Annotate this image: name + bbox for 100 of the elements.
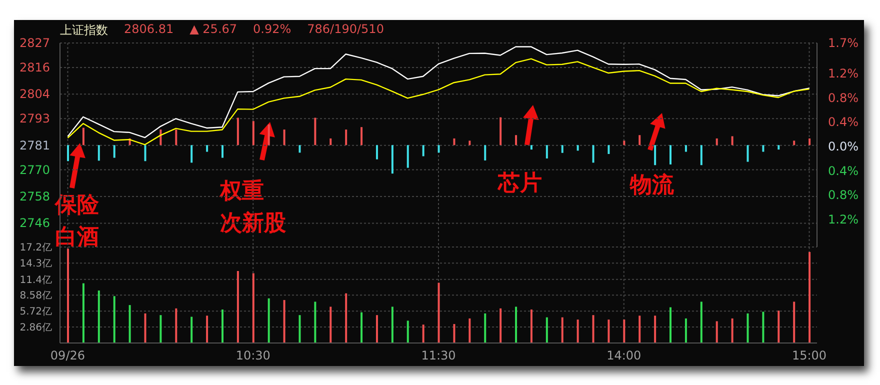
bar bbox=[453, 324, 456, 343]
bar bbox=[330, 138, 332, 146]
bar bbox=[576, 320, 579, 343]
y-tick-label: 2827 bbox=[19, 36, 50, 50]
bar bbox=[206, 145, 208, 152]
bar bbox=[778, 310, 780, 343]
bar bbox=[252, 273, 254, 343]
bar bbox=[360, 312, 363, 343]
bar bbox=[314, 302, 316, 343]
bar bbox=[391, 306, 394, 343]
bar bbox=[345, 130, 348, 146]
bar bbox=[406, 320, 409, 343]
x-tick-label: 10:30 bbox=[236, 348, 270, 363]
bar bbox=[376, 145, 378, 160]
bar bbox=[298, 145, 301, 153]
annotation: 芯片 bbox=[497, 171, 542, 196]
bar bbox=[314, 118, 316, 146]
y2-tick-label: 0.4% bbox=[828, 115, 858, 130]
bar bbox=[144, 145, 146, 162]
bar bbox=[762, 145, 764, 152]
bar bbox=[608, 320, 610, 343]
bar bbox=[268, 124, 270, 146]
bar bbox=[638, 135, 641, 146]
x-tick-label: 09/26 bbox=[50, 348, 86, 363]
bar bbox=[716, 321, 718, 343]
bar bbox=[330, 306, 332, 343]
bar bbox=[345, 293, 348, 343]
annotation: 白酒 bbox=[55, 225, 99, 250]
y2-tick-label: 1.7% bbox=[828, 36, 858, 50]
bar bbox=[793, 302, 796, 343]
annotation: 次新股 bbox=[220, 210, 287, 236]
bar bbox=[160, 315, 162, 343]
bar bbox=[623, 320, 626, 343]
bar bbox=[190, 316, 193, 343]
bar bbox=[175, 308, 178, 343]
x-tick-label: 15:00 bbox=[792, 348, 827, 363]
bar bbox=[67, 145, 69, 162]
bar bbox=[530, 310, 532, 343]
bar bbox=[438, 282, 440, 343]
bar bbox=[684, 318, 687, 343]
text: 0.92% bbox=[253, 22, 292, 38]
y2-tick-label: 1.2% bbox=[828, 212, 858, 227]
bar bbox=[654, 316, 656, 343]
y-tick-label: 2770 bbox=[19, 162, 50, 177]
bar bbox=[283, 130, 286, 146]
bar bbox=[778, 145, 780, 150]
bar bbox=[175, 130, 178, 146]
y-tick-label: 5.72亿 bbox=[20, 306, 52, 318]
bar bbox=[731, 136, 734, 146]
bar bbox=[113, 145, 116, 158]
bar bbox=[453, 138, 456, 146]
bar bbox=[376, 315, 378, 343]
bar bbox=[561, 145, 564, 153]
bar bbox=[221, 145, 224, 158]
bar bbox=[190, 145, 193, 163]
bar bbox=[515, 306, 518, 343]
bar bbox=[576, 145, 579, 151]
bar bbox=[268, 298, 270, 343]
chart-title: 上证指数 bbox=[60, 22, 108, 39]
bar bbox=[654, 145, 656, 166]
y-tick-label: 2804 bbox=[19, 87, 50, 102]
y-tick-label: 17.2亿 bbox=[20, 242, 52, 254]
line-series bbox=[67, 58, 810, 146]
bar bbox=[422, 145, 424, 156]
bar bbox=[252, 121, 254, 146]
y2-tick-label: 0.8% bbox=[828, 188, 858, 202]
bar bbox=[360, 127, 363, 146]
y-tick-label: 2781 bbox=[19, 138, 50, 152]
bar bbox=[684, 145, 687, 152]
bar bbox=[98, 290, 100, 343]
bar bbox=[638, 316, 641, 343]
bar bbox=[113, 296, 116, 343]
bar bbox=[468, 140, 471, 146]
bar bbox=[808, 252, 811, 343]
text: ▲ 25.67 bbox=[190, 22, 238, 38]
annotation: 权重 bbox=[219, 179, 264, 204]
bar bbox=[592, 145, 594, 163]
y-tick-label: 2746 bbox=[19, 216, 50, 230]
bar bbox=[700, 302, 702, 343]
bar bbox=[236, 271, 239, 343]
bar bbox=[670, 307, 672, 343]
bar bbox=[298, 315, 301, 343]
y2-tick-label: 1.2% bbox=[828, 66, 858, 80]
bar bbox=[468, 318, 471, 343]
y-tick-label: 11.4亿 bbox=[20, 274, 52, 286]
bar bbox=[206, 316, 208, 343]
y-tick-label: 2758 bbox=[19, 190, 50, 204]
annotation: 物流 bbox=[629, 172, 675, 198]
bar bbox=[793, 140, 796, 146]
bar bbox=[731, 318, 734, 343]
bar bbox=[500, 308, 502, 343]
text: 2806.81 bbox=[124, 22, 174, 38]
bar bbox=[128, 305, 131, 343]
x-tick-label: 14:00 bbox=[606, 348, 642, 363]
bar bbox=[561, 317, 564, 343]
text: 786/190/510 bbox=[307, 22, 384, 38]
bar bbox=[670, 145, 672, 164]
bar bbox=[236, 118, 239, 146]
line-series bbox=[67, 46, 810, 138]
bar bbox=[546, 145, 548, 158]
